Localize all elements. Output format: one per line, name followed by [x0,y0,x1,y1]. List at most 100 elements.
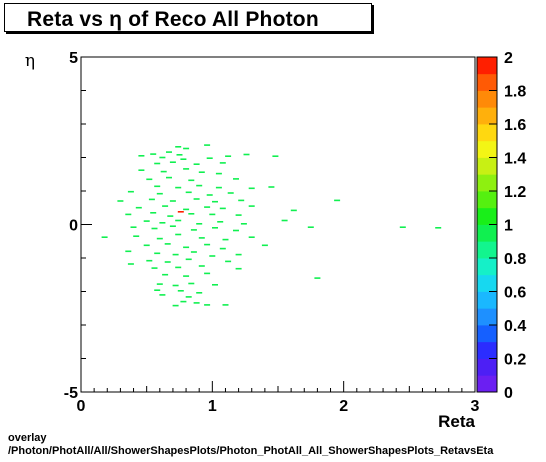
footer-line-2: /Photon/PhotAll/All/ShowerShapesPlots/Ph… [8,445,494,457]
heatmap-bin-54 [177,211,184,213]
heatmap-bin-102 [162,273,169,276]
heatmap-bin-65 [130,226,137,228]
heatmap-bin-1 [183,147,190,150]
footer: overlay /Photon/PhotAll/All/ShowerShapes… [8,432,546,458]
chart-title: Reta vs η of Reco All Photon [27,8,319,31]
heatmap-bin-114 [185,296,192,298]
heatmap-bin-42 [117,200,124,202]
x-tick-label-3: 3 [471,398,480,415]
heatmap-bin-88 [154,252,161,255]
heatmap-bin-116 [193,302,200,304]
colorbar-segment-8 [477,241,497,259]
colorbar-segment-6 [477,274,497,292]
heatmap-bin-84 [204,243,211,246]
heatmap-bin-4 [176,154,183,156]
colorbar-tick-label-1.6: 1.6 [504,117,526,134]
heatmap-bin-0 [175,146,182,148]
colorbar-segment-5 [477,291,497,309]
heatmap-bin-7 [159,156,166,159]
heatmap-bin-23 [166,176,172,179]
heatmap-bin-75 [133,235,140,237]
heatmap-bin-77 [175,233,182,236]
colorbar-tick-label-0.6: 0.6 [504,285,526,302]
heatmap-bin-81 [143,244,150,247]
heatmap-bin-35 [227,192,234,194]
heatmap-bin-51 [150,212,157,214]
heatmap-bin-101 [235,267,242,270]
heatmap-bin-50 [125,213,132,216]
heatmap-bin-11 [243,153,250,156]
heatmap-bin-21 [215,172,222,175]
heatmap-bin-28 [196,184,203,187]
heatmap-bin-48 [248,205,255,207]
heatmap-bin-13 [154,162,161,165]
heatmap-bin-111 [177,290,184,292]
x-tick-label-2: 2 [339,398,348,415]
colorbar-segment-13 [477,157,497,175]
heatmap-bin-30 [248,187,255,190]
x-axis-label: Reta [438,412,475,431]
heatmap-bin-66 [151,227,158,230]
heatmap-bin-27 [175,186,182,189]
heatmap-bin-68 [190,229,197,231]
heatmap-bin-52 [167,215,174,217]
heatmap-bin-34 [206,194,213,196]
heatmap-bin-74 [101,236,108,238]
heatmap-bin-105 [314,277,321,279]
heatmap-bin-112 [196,292,203,294]
heatmap-bin-89 [172,253,179,256]
heatmap-bin-94 [164,261,171,263]
heatmap-bin-61 [196,223,203,225]
colorbar-tick-label-1.4: 1.4 [504,151,526,168]
heatmap-bin-90 [190,251,197,253]
colorbar-segment-10 [477,207,497,225]
heatmap-bin-76 [156,237,163,240]
heatmap-bin-37 [148,198,155,201]
heatmap-bin-14 [169,161,176,163]
heatmap-bin-104 [204,272,211,275]
colorbar-tick-label-1.2: 1.2 [504,184,526,201]
heatmap-bin-82 [164,243,171,245]
colorbar-segment-12 [477,174,497,192]
heatmap-bin-33 [185,191,192,194]
heatmap-bin-117 [204,304,211,306]
heatmap-bin-72 [399,226,406,228]
heatmap-bin-91 [209,255,216,257]
heatmap-bin-78 [198,237,205,239]
heatmap-bin-83 [183,246,190,249]
heatmap-bin-5 [138,155,145,157]
heatmap-bin-38 [169,200,176,202]
heatmap-bin-24 [188,179,195,182]
heatmap-bin-115 [180,300,187,303]
heatmap-bin-103 [183,275,190,277]
heatmap-bin-36 [268,186,275,188]
heatmap-bin-26 [154,185,161,188]
heatmap-bin-16 [219,162,226,164]
heatmap-bin-44 [162,205,169,207]
colorbar-segment-9 [477,224,497,242]
heatmap-bin-55 [209,213,216,216]
heatmap-bin-12 [272,155,279,157]
heatmap-bin-9 [206,157,213,159]
heatmap-bin-53 [188,213,195,215]
colorbar-segment-0 [477,375,497,393]
heatmap-bin-57 [290,209,297,212]
heatmap-bin-80 [248,236,255,238]
colorbar-tick-label-0.8: 0.8 [504,251,526,268]
heatmap-bin-32 [156,192,163,195]
y-tick-label--5: -5 [64,385,78,402]
heatmap-bin-110 [154,289,161,291]
heatmap-bin-46 [204,206,211,208]
heatmap-bin-106 [156,283,163,285]
heatmap-bin-118 [172,304,179,307]
colorbar-segment-14 [477,140,497,158]
heatmap-bin-119 [222,304,229,306]
heatmap-bin-58 [143,220,150,222]
colorbar-segment-16 [477,107,497,125]
heatmap-bin-100 [198,265,205,267]
heatmap-bin-85 [219,247,226,250]
heatmap-bin-47 [219,207,226,210]
colorbar-segment-4 [477,308,497,326]
heatmap-bin-39 [193,198,200,200]
heatmap-bin-15 [193,163,200,165]
